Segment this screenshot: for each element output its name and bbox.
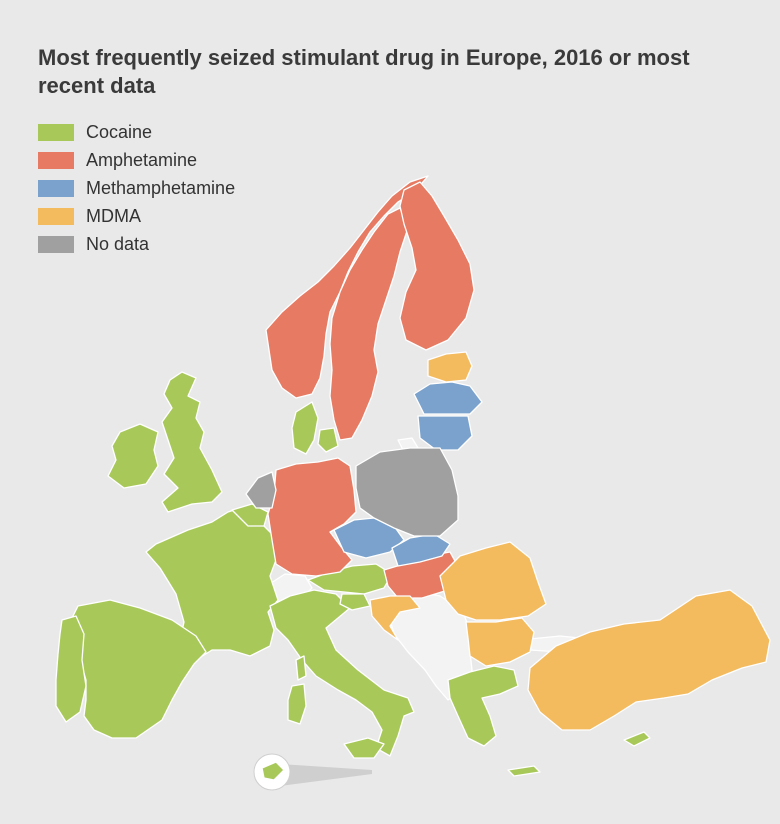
region-cyprus: [623, 731, 651, 747]
legend-label: MDMA: [86, 205, 141, 226]
legend-item-methamphetamine: Methamphetamine: [38, 174, 235, 202]
region-crete: [507, 765, 541, 777]
region-bulgaria: [465, 617, 535, 667]
region-latvia: [413, 381, 483, 415]
region-czech-republic: [333, 517, 405, 559]
region-croatia: [369, 595, 421, 641]
legend-label: Methamphetamine: [86, 177, 236, 198]
region-slovenia: [339, 593, 371, 611]
region-lithuania: [417, 415, 473, 451]
legend-swatch-no-data: [38, 235, 74, 253]
region-finland: [399, 181, 475, 351]
legend-swatch-methamphetamine: [38, 179, 74, 197]
legend-item-mdma: MDMA: [38, 202, 235, 230]
region-poland: [355, 447, 459, 537]
map-title: Most frequently seized stimulant drug in…: [38, 45, 690, 98]
legend: Cocaine Amphetamine Methamphetamine MDMA…: [38, 118, 235, 258]
legend-swatch-amphetamine: [38, 151, 74, 169]
region-sicily: [343, 737, 385, 759]
region-ireland: [107, 423, 159, 489]
legend-label: Cocaine: [86, 121, 153, 142]
region-norway: [265, 175, 429, 399]
legend-item-cocaine: Cocaine: [38, 118, 235, 146]
region-germany: [267, 457, 357, 577]
region-turkey: [527, 589, 771, 731]
region-slovakia: [391, 533, 451, 567]
region-greece: [447, 665, 519, 747]
region-corsica: [295, 655, 307, 681]
legend-label: No data: [86, 233, 150, 254]
region-romania: [439, 541, 547, 621]
region-denmark: [291, 401, 319, 455]
region-united-kingdom: [161, 371, 223, 513]
legend-item-no-data: No data: [38, 230, 235, 258]
region-sardinia: [287, 683, 307, 725]
region-malta-inset: [261, 761, 285, 781]
legend-label: Amphetamine: [86, 149, 198, 170]
malta-inset-pointer: [280, 764, 372, 786]
legend-item-amphetamine: Amphetamine: [38, 146, 235, 174]
region-denmark-islands: [317, 427, 339, 453]
region-sweden: [329, 207, 409, 441]
region-belgium: [231, 503, 269, 527]
region-portugal: [55, 615, 87, 723]
legend-swatch-cocaine: [38, 123, 74, 141]
region-estonia: [427, 351, 473, 383]
legend-swatch-mdma: [38, 207, 74, 225]
region-netherlands: [245, 471, 277, 509]
